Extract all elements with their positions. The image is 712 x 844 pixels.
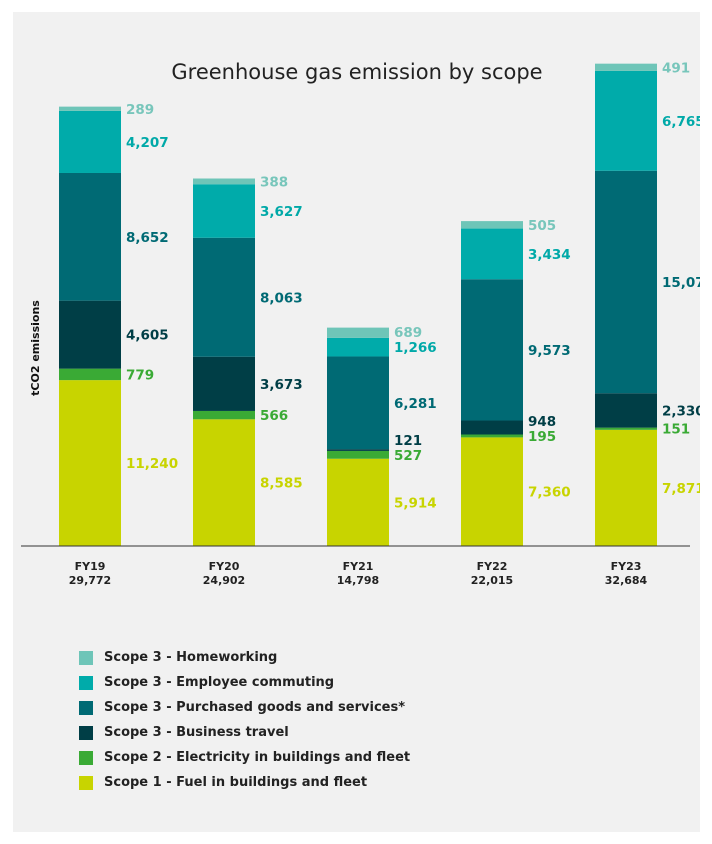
data-label: 6,765: [662, 114, 700, 130]
bar-segment: [59, 110, 121, 173]
bar-segment: [59, 106, 121, 111]
legend-item: Scope 3 - Employee commuting: [79, 670, 410, 695]
legend-label: Scope 3 - Business travel: [104, 725, 289, 740]
data-label: 9,573: [528, 343, 571, 359]
legend: Scope 3 - Homeworking Scope 3 - Employee …: [79, 645, 410, 795]
bar-segment: [327, 356, 389, 450]
legend-label: Scope 3 - Employee commuting: [104, 675, 335, 690]
category-label: FY20: [209, 560, 240, 573]
legend-swatch: [79, 775, 93, 790]
legend-item: Scope 3 - Business travel: [79, 720, 410, 745]
data-label: 3,673: [260, 377, 303, 393]
y-axis-label: tCO2 emissions: [29, 300, 42, 396]
bar-segment: [59, 300, 121, 369]
bar-segment: [461, 420, 523, 435]
category-label: FY22: [477, 560, 508, 573]
bar-segment: [193, 237, 255, 357]
data-label: 4,605: [126, 328, 169, 344]
data-label: 11,240: [126, 456, 178, 472]
category-total-label: 14,798: [337, 574, 379, 587]
category-label: FY19: [75, 560, 106, 573]
bar-segment: [595, 170, 657, 394]
legend-swatch: [79, 725, 93, 740]
legend-label: Scope 3 - Purchased goods and services*: [104, 700, 406, 715]
data-label: 527: [394, 448, 422, 464]
data-label: 2,330: [662, 403, 700, 419]
data-label: 689: [394, 325, 422, 341]
legend-item: Scope 1 - Fuel in buildings and fleet: [79, 770, 410, 795]
data-label: 491: [662, 60, 690, 76]
bar-segment: [327, 458, 389, 546]
bar-segment: [461, 228, 523, 280]
bar-segment: [595, 429, 657, 546]
bar-segment: [595, 63, 657, 71]
bar-segment: [327, 327, 389, 338]
legend-label: Scope 3 - Homeworking: [104, 650, 278, 665]
data-label: 3,434: [528, 247, 571, 263]
data-label: 3,627: [260, 204, 303, 220]
chart-panel: Greenhouse gas emission by scope tCO2 em…: [13, 12, 700, 832]
data-label: 8,652: [126, 230, 169, 246]
category-total-label: 29,772: [69, 574, 111, 587]
category-total-label: 22,015: [471, 574, 513, 587]
bar-segment: [595, 427, 657, 430]
bar-segment: [59, 368, 121, 381]
bar-segment: [59, 172, 121, 301]
category-label: FY23: [611, 560, 642, 573]
category-label: FY21: [343, 560, 374, 573]
data-label: 8,063: [260, 290, 303, 306]
bar-segment: [59, 380, 121, 546]
data-label: 7,360: [528, 485, 571, 501]
bar-segment: [461, 279, 523, 421]
bar-segment: [595, 393, 657, 428]
bar-segment: [193, 419, 255, 546]
bar-segment: [193, 178, 255, 185]
data-label: 151: [662, 422, 690, 438]
data-label: 779: [126, 367, 154, 383]
bar-segment: [193, 410, 255, 420]
bar-segment: [461, 221, 523, 229]
data-label: 5,914: [394, 495, 437, 511]
bars-group: 11,240 779 4,605 8,652 4,207 289 8,585 566 3,673…: [59, 60, 700, 546]
legend-swatch: [79, 700, 93, 715]
data-label: 8,585: [260, 476, 303, 492]
data-label: 6,281: [394, 396, 437, 412]
bar-segment: [461, 437, 523, 546]
legend-swatch: [79, 675, 93, 690]
bar-segment: [327, 450, 389, 459]
legend-item: Scope 2 - Electricity in buildings and f…: [79, 745, 410, 770]
data-label: 948: [528, 414, 556, 430]
legend-label: Scope 1 - Fuel in buildings and fleet: [104, 775, 368, 790]
legend-swatch: [79, 750, 93, 765]
bar-segment: [327, 337, 389, 357]
legend-item: Scope 3 - Homeworking: [79, 645, 410, 670]
legend-item: Scope 3 - Purchased goods and services*: [79, 695, 410, 720]
data-label: 1,266: [394, 340, 437, 356]
legend-swatch: [79, 650, 93, 665]
data-label: 15,076: [662, 275, 700, 291]
bar-segment: [595, 70, 657, 171]
bar-segment: [193, 356, 255, 411]
data-label: 566: [260, 408, 288, 424]
data-label: 388: [260, 174, 288, 190]
legend-label: Scope 2 - Electricity in buildings and f…: [104, 750, 411, 765]
data-label: 289: [126, 102, 154, 118]
chart-title: Greenhouse gas emission by scope: [171, 60, 542, 84]
bar-segment: [327, 449, 389, 451]
bar-segment: [193, 184, 255, 238]
data-label: 195: [528, 429, 556, 445]
stacked-bar-chart: Greenhouse gas emission by scope tCO2 em…: [21, 60, 700, 587]
data-label: 4,207: [126, 135, 169, 151]
data-label: 121: [394, 433, 422, 449]
data-label: 505: [528, 218, 556, 234]
category-total-label: 32,684: [605, 574, 648, 587]
bar-segment: [461, 434, 523, 438]
data-label: 7,871: [662, 481, 700, 497]
category-total-label: 24,902: [203, 574, 245, 587]
